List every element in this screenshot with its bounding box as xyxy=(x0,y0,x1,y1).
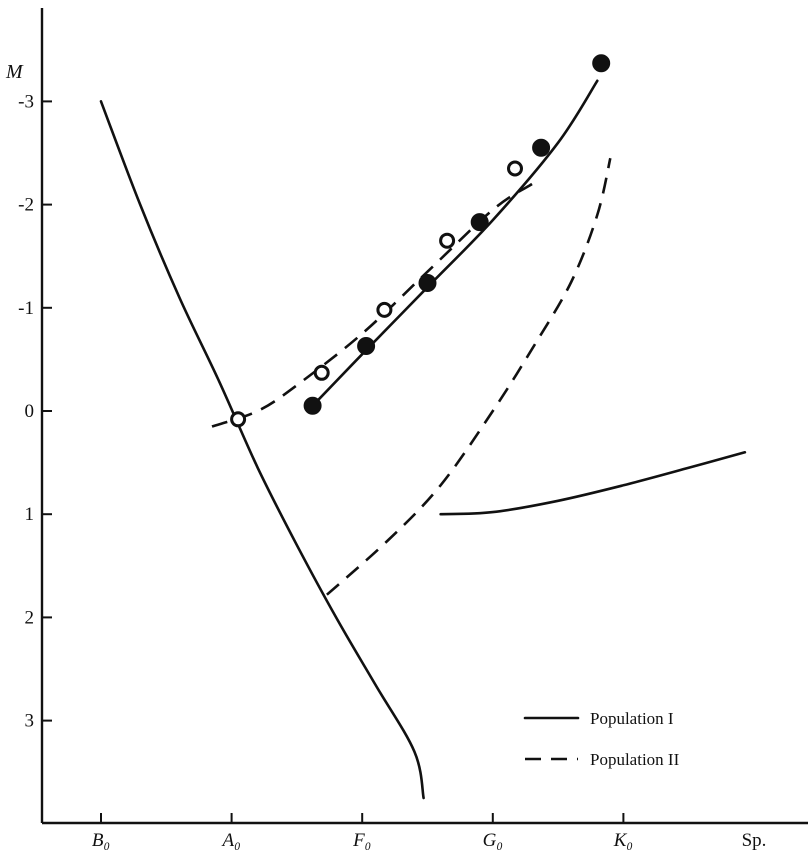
open-data-point-1 xyxy=(315,366,328,379)
x-tick-label: K₀ xyxy=(613,830,633,851)
y-axis-title: M xyxy=(5,61,24,83)
open-data-point-2 xyxy=(378,303,391,316)
population-i-solid-curve-2 xyxy=(441,452,745,514)
legend: Population I Population II xyxy=(525,709,680,769)
y-tick-label: -1 xyxy=(18,298,34,319)
filled-data-point-2 xyxy=(419,275,436,292)
y-tick-label: 1 xyxy=(25,504,35,525)
legend-label-population-i: Population I xyxy=(590,709,674,728)
y-tick-label: -2 xyxy=(18,195,34,216)
y-tick-label: 2 xyxy=(25,607,35,628)
x-tick-label: Sp. xyxy=(742,830,767,851)
population-i-solid-curve-1 xyxy=(313,81,598,406)
curves xyxy=(101,81,745,798)
filled-data-point-4 xyxy=(533,139,550,156)
points xyxy=(232,55,610,426)
open-data-point-3 xyxy=(441,234,454,247)
x-tick-label: F₀ xyxy=(352,830,371,851)
y-tick-label: 3 xyxy=(25,711,35,732)
ticks: -3 -2 -1 0 1 2 3 B₀ A₀ F₀ G₀ K₀ Sp. xyxy=(18,91,766,851)
filled-data-point-1 xyxy=(358,338,375,355)
population-i-solid-curve-0 xyxy=(101,101,424,798)
filled-data-point-5 xyxy=(593,55,610,72)
x-tick-label: A₀ xyxy=(220,830,240,851)
open-data-point-4 xyxy=(509,162,522,175)
x-tick-label: G₀ xyxy=(483,830,503,851)
open-data-point-0 xyxy=(232,413,245,426)
y-tick-label: 0 xyxy=(25,401,35,422)
population-ii-dashed-curve-4 xyxy=(327,158,610,595)
legend-label-population-ii: Population II xyxy=(590,750,680,769)
y-tick-label: -3 xyxy=(18,91,34,112)
filled-data-point-0 xyxy=(304,397,321,414)
x-tick-label: B₀ xyxy=(92,830,110,851)
axes: M xyxy=(5,8,808,823)
filled-data-point-3 xyxy=(471,214,488,231)
